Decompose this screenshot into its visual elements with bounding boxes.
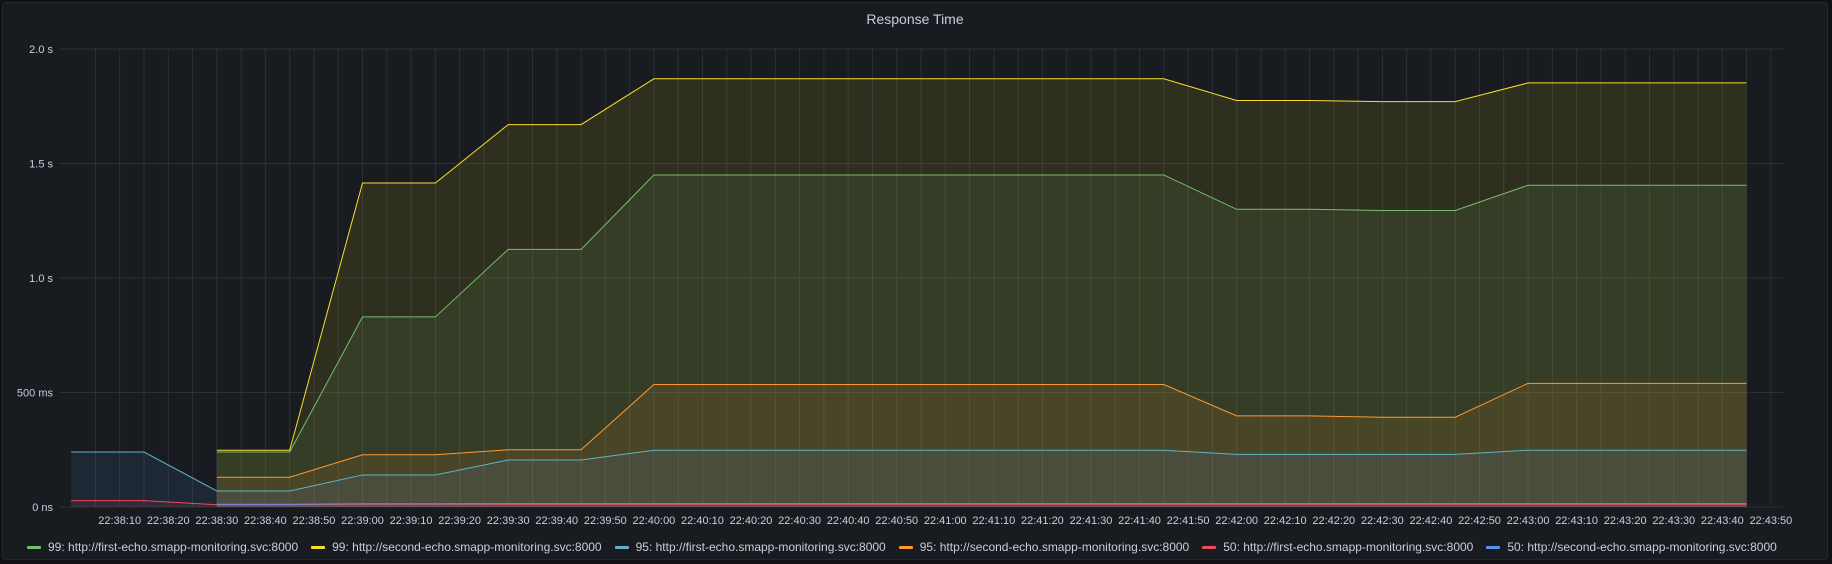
series-area [71, 500, 1747, 507]
legend-label: 50: http://second-echo.smapp-monitoring.… [1507, 540, 1777, 554]
x-tick-label: 22:39:50 [584, 515, 627, 527]
x-tick-label: 22:43:20 [1604, 515, 1647, 527]
x-tick-label: 22:41:00 [924, 515, 967, 527]
legend-swatch [1202, 545, 1217, 549]
y-tick-label: 1.0 s [29, 273, 53, 285]
legend-item[interactable]: 50: http://first-echo.smapp-monitoring.s… [1202, 539, 1473, 555]
panel-title[interactable]: Response Time [866, 11, 964, 27]
y-tick-label: 2.0 s [29, 44, 53, 56]
x-tick-label: 22:41:20 [1021, 515, 1064, 527]
x-tick-label: 22:43:10 [1555, 515, 1598, 527]
x-tick-label: 22:43:50 [1749, 515, 1792, 527]
series-line [71, 449, 1747, 492]
legend-item[interactable]: 50: http://second-echo.smapp-monitoring.… [1486, 539, 1777, 555]
legend-label: 99: http://second-echo.smapp-monitoring.… [332, 540, 602, 554]
x-tick-label: 22:41:10 [972, 515, 1015, 527]
x-tick-label: 22:42:30 [1361, 515, 1404, 527]
x-tick-label: 22:42:50 [1458, 515, 1501, 527]
x-tick-label: 22:38:40 [244, 515, 287, 527]
series-area [216, 174, 1747, 507]
x-tick-label: 22:40:20 [730, 515, 773, 527]
legend-swatch [27, 545, 41, 549]
legend-swatch [311, 545, 326, 549]
series-area [216, 78, 1747, 508]
x-tick-label: 22:39:10 [390, 515, 433, 527]
x-tick-label: 22:39:30 [487, 515, 530, 527]
x-tick-label: 22:42:20 [1312, 515, 1355, 527]
x-tick-label: 22:38:20 [147, 515, 190, 527]
series-area [216, 383, 1747, 507]
x-tick-label: 22:41:30 [1070, 515, 1113, 527]
legend-item[interactable]: 99: http://second-echo.smapp-monitoring.… [311, 539, 602, 555]
x-tick-label: 22:40:30 [778, 515, 821, 527]
x-tick-label: 22:41:40 [1118, 515, 1161, 527]
x-tick-label: 22:42:00 [1215, 515, 1258, 527]
y-tick-label: 1.5 s [29, 159, 53, 171]
legend-label: 99: http://first-echo.smapp-monitoring.s… [48, 540, 299, 554]
legend-label: 95: http://first-echo.smapp-monitoring.s… [635, 540, 886, 554]
legend: 99: http://first-echo.smapp-monitoring.s… [27, 539, 1777, 555]
x-tick-label: 22:40:10 [681, 515, 724, 527]
x-tick-label: 22:39:40 [535, 515, 578, 527]
x-tick-label: 22:39:20 [438, 515, 481, 527]
x-tick-label: 22:38:10 [98, 515, 141, 527]
legend-swatch [614, 545, 629, 549]
legend-label: 50: http://first-echo.smapp-monitoring.s… [1223, 540, 1474, 554]
series-line [216, 382, 1747, 478]
x-tick-label: 22:38:30 [195, 515, 238, 527]
series-line [216, 174, 1747, 453]
x-tick-label: 22:39:00 [341, 515, 384, 527]
legend-swatch [898, 545, 913, 549]
x-tick-label: 22:42:10 [1264, 515, 1307, 527]
chart-svg[interactable]: 0 ns 500 ms 1.0 s 1.5 s 2.0 s 22:38:10 22:38:2… [3, 3, 1829, 533]
legend-item[interactable]: 95: http://first-echo.smapp-monitoring.s… [614, 539, 886, 555]
x-tick-label: 22:41:50 [1167, 515, 1210, 527]
series-area [71, 450, 1747, 507]
x-tick-label: 22:43:30 [1652, 515, 1695, 527]
x-tick-label: 22:43:00 [1507, 515, 1550, 527]
y-tick-label: 0 ns [32, 502, 53, 514]
series-line [216, 503, 1747, 505]
x-tick-label: 22:40:40 [827, 515, 870, 527]
y-tick-label: 500 ms [17, 388, 54, 400]
x-tick-label: 22:43:40 [1701, 515, 1744, 527]
x-tick-label: 22:40:50 [875, 515, 918, 527]
x-tick-label: 22:40:00 [632, 515, 675, 527]
legend-item[interactable]: 95: http://second-echo.smapp-monitoring.… [898, 539, 1190, 555]
series-line [216, 78, 1747, 451]
legend-swatch [1486, 545, 1501, 549]
x-tick-label: 22:42:40 [1410, 515, 1453, 527]
x-tick-label: 22:38:50 [293, 515, 336, 527]
legend-item[interactable]: 99: http://first-echo.smapp-monitoring.s… [27, 539, 298, 555]
legend-label: 95: http://second-echo.smapp-monitoring.… [919, 540, 1190, 554]
